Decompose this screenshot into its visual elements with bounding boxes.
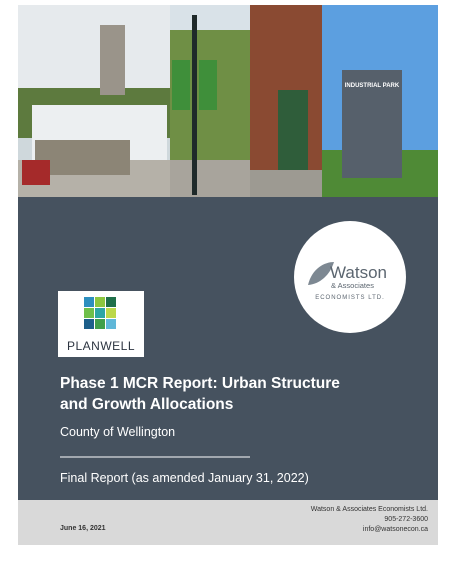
tile (106, 297, 116, 307)
watson-name: Watson (330, 263, 387, 282)
tile (84, 319, 94, 329)
report-title: and Growth Allocations (60, 396, 233, 413)
report-client: County of Wellington (60, 425, 175, 439)
truck (35, 140, 130, 175)
storefront (278, 90, 308, 180)
banner (172, 60, 190, 110)
planwell-name: PLANWELL (67, 339, 135, 353)
watson-badge (294, 221, 406, 333)
footer-bar (18, 500, 438, 545)
watson-leaf (308, 262, 334, 285)
watson-tag: ECONOMISTS LTD. (315, 295, 385, 301)
walk (250, 170, 322, 197)
report-status: Final Report (as amended January 31, 202… (60, 471, 309, 485)
footer-contact: 905-272-3600 (384, 516, 428, 523)
tile (84, 308, 94, 318)
lamp-post (192, 15, 197, 195)
planwell-mark (84, 297, 116, 329)
sidewalk (170, 160, 250, 197)
footer-contact: info@watsonecon.ca (363, 526, 428, 533)
tile (84, 297, 94, 307)
banner (199, 60, 217, 110)
elevator (100, 25, 125, 95)
sky (18, 5, 170, 90)
tile (95, 319, 105, 329)
report-title: Phase 1 MCR Report: Urban Structure (60, 375, 340, 392)
truck-cab (22, 160, 50, 185)
watson-sub: & Associates (331, 281, 374, 290)
sign-text: INDUSTRIAL PARK (345, 83, 400, 89)
tile (95, 308, 105, 318)
tile (95, 297, 105, 307)
sign-board (342, 70, 402, 178)
footer-date: June 16, 2021 (60, 525, 106, 532)
footer-contact: Watson & Associates Economists Ltd. (311, 506, 428, 513)
photo-strip: INDUSTRIAL PARK (18, 5, 438, 197)
tile (106, 308, 116, 318)
tile (106, 319, 116, 329)
